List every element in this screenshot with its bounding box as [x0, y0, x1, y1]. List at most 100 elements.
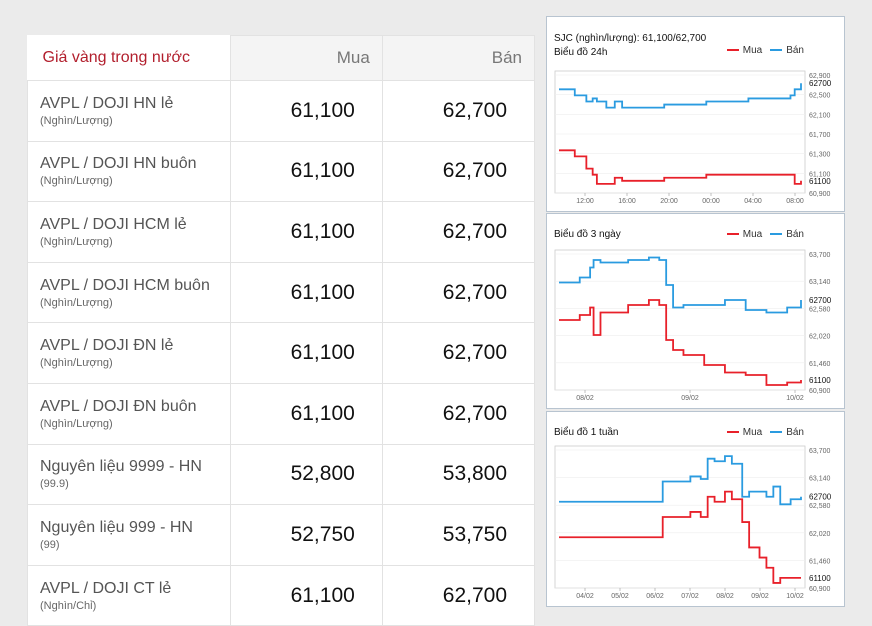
y-tick-label: 62,020 — [809, 531, 831, 538]
table-title: Giá vàng trong nước — [27, 35, 231, 81]
series-line-sell — [559, 455, 802, 506]
last-buy-label: 61100 — [809, 177, 831, 186]
legend-buy-swatch — [726, 49, 739, 52]
x-tick-label: 07/02 — [681, 593, 699, 600]
x-tick-label: 09/02 — [751, 593, 769, 600]
x-tick-label: 04/02 — [576, 593, 594, 600]
series-line-buy — [559, 149, 802, 185]
product-unit: (Nghìn/Lượng) — [40, 175, 113, 188]
x-tick-label: 08/02 — [716, 593, 734, 600]
last-sell-label: 62700 — [809, 296, 832, 305]
product-name: AVPL / DOJI HCM buôn — [40, 276, 210, 294]
product-name-cell: Nguyên liệu 999 - HN (99) — [27, 504, 231, 566]
y-tick-label: 62,900 — [809, 73, 831, 80]
chart-3-days: 63,700 63,140 62,580 62,020 61,460 60,900 08/0… — [554, 249, 832, 402]
sell-price: 53,800 — [381, 443, 536, 506]
buy-price: 61,100 — [229, 322, 383, 384]
legend-sell-swatch — [770, 431, 783, 434]
buy-price: 52,750 — [229, 504, 383, 566]
table-row: Nguyên liệu 9999 - HN (99.9) 52,800 53,800 — [27, 443, 536, 506]
sell-price: 62,700 — [381, 201, 536, 263]
sell-price: 62,700 — [381, 140, 536, 203]
x-tick-label: 10/02 — [786, 593, 804, 600]
table-row: AVPL / DOJI HN lẻ (Nghìn/Lượng) 61,100 62,7… — [27, 80, 536, 142]
x-tick-label: 00:00 — [702, 198, 720, 205]
product-name: Nguyên liệu 9999 - HN — [40, 458, 202, 476]
x-tick-label: 16:00 — [618, 198, 636, 205]
product-name-cell: AVPL / DOJI HCM buôn (Nghìn/Lượng) — [27, 261, 231, 324]
sell-column-header: Bán — [381, 35, 536, 81]
legend-sell[interactable]: Bán — [770, 45, 804, 56]
x-tick-label: 08/02 — [576, 395, 594, 402]
y-tick-label: 60,900 — [809, 586, 831, 593]
sell-price: 62,700 — [381, 80, 536, 142]
x-tick-label: 09/02 — [681, 395, 699, 402]
y-tick-label: 62,100 — [809, 112, 831, 119]
y-tick-label: 61,700 — [809, 132, 831, 139]
last-buy-label: 61100 — [809, 376, 831, 385]
y-tick-label: 60,900 — [809, 191, 831, 198]
table-row: AVPL / DOJI HCM buôn (Nghìn/Lượng) 61,100 6… — [27, 261, 536, 324]
last-sell-label: 62700 — [809, 493, 832, 502]
legend-sell-label: Bán — [786, 229, 804, 240]
product-unit: (Nghìn/Chỉ) — [40, 599, 97, 612]
x-tick-label: 05/02 — [611, 593, 629, 600]
legend-sell[interactable]: Bán — [770, 229, 804, 240]
x-tick-label: 04:00 — [744, 198, 762, 205]
chart-title-1-week: Biểu đồ 1 tuần — [554, 427, 619, 438]
legend-buy[interactable]: Mua — [726, 229, 762, 240]
legend-buy-label: Mua — [742, 427, 763, 438]
table-row: AVPL / DOJI ĐN lẻ (Nghìn/Lượng) 61,100 62,7… — [27, 322, 536, 384]
y-tick-label: 61,100 — [809, 171, 831, 178]
product-name-cell: AVPL / DOJI HN lẻ (Nghìn/Lượng) — [27, 80, 231, 142]
buy-price: 61,100 — [229, 261, 383, 324]
x-tick-label: 10/02 — [786, 395, 804, 402]
y-tick-label: 61,460 — [809, 361, 831, 368]
chart-panel-1-week: Biểu đồ 1 tuần Mua Bán 63,700 63,140 62,58… — [546, 411, 845, 607]
y-tick-label: 62,020 — [809, 334, 831, 341]
legend-buy[interactable]: Mua — [726, 427, 763, 438]
chart-title-24h: Biểu đồ 24h — [554, 47, 608, 58]
gold-price-table: Giá vàng trong nước Mua Bán AVPL / DOJI … — [27, 35, 536, 626]
sell-price: 62,700 — [381, 261, 536, 324]
y-tick-label: 60,900 — [809, 388, 831, 395]
product-unit: (Nghìn/Lượng) — [40, 114, 113, 127]
product-name: AVPL / DOJI HN lẻ — [40, 94, 174, 112]
chart-panel-3-days: Biểu đồ 3 ngày Mua Bán 63,700 63,140 62,58… — [546, 213, 845, 409]
legend-buy-swatch — [726, 431, 739, 434]
x-tick-label: 20:00 — [660, 198, 678, 205]
buy-price: 61,100 — [229, 564, 383, 626]
chart-title-3-days: Biểu đồ 3 ngày — [554, 229, 621, 240]
legend-buy[interactable]: Mua — [726, 45, 762, 56]
plot-area — [554, 249, 806, 391]
series-line-sell — [559, 83, 802, 109]
y-tick-label: 63,140 — [809, 476, 831, 483]
buy-price: 61,100 — [229, 140, 383, 203]
y-tick-label: 63,700 — [809, 252, 831, 259]
product-name-cell: AVPL / DOJI HN buôn (Nghìn/Lượng) — [27, 140, 231, 203]
series-line-buy — [559, 490, 801, 584]
product-name-cell: AVPL / DOJI ĐN lẻ (Nghìn/Lượng) — [27, 322, 231, 384]
product-name: AVPL / DOJI HN buôn — [40, 155, 197, 173]
legend-sell-label: Bán — [786, 45, 804, 56]
last-buy-label: 61100 — [809, 574, 831, 583]
product-name: AVPL / DOJI CT lẻ — [40, 579, 172, 597]
buy-price: 61,100 — [229, 80, 383, 142]
product-unit: (Nghìn/Lượng) — [40, 417, 113, 430]
sell-price: 62,700 — [381, 322, 536, 384]
table-row: AVPL / DOJI HN buôn (Nghìn/Lượng) 61,100 62… — [27, 140, 536, 203]
series-line-buy — [559, 299, 802, 386]
sell-price: 62,700 — [381, 382, 536, 445]
legend-sell-swatch — [770, 49, 783, 52]
product-name-cell: Nguyên liệu 9999 - HN (99.9) — [27, 443, 231, 506]
product-unit: (Nghìn/Lượng) — [40, 235, 113, 248]
product-unit: (Nghìn/Lượng) — [40, 296, 113, 309]
chart-panel-24h: SJC (nghìn/lượng): 61,100/62,700 Biểu đồ… — [546, 16, 845, 212]
legend-sell-swatch — [770, 233, 783, 236]
last-sell-label: 62700 — [809, 79, 832, 88]
chart-24h: 62,900 62,500 62,100 61,700 61,300 61,100 60,9… — [554, 70, 832, 205]
chart-legend: Mua Bán — [726, 229, 804, 240]
series-line-sell — [559, 256, 802, 314]
buy-price: 61,100 — [229, 382, 383, 445]
legend-sell[interactable]: Bán — [770, 427, 804, 438]
